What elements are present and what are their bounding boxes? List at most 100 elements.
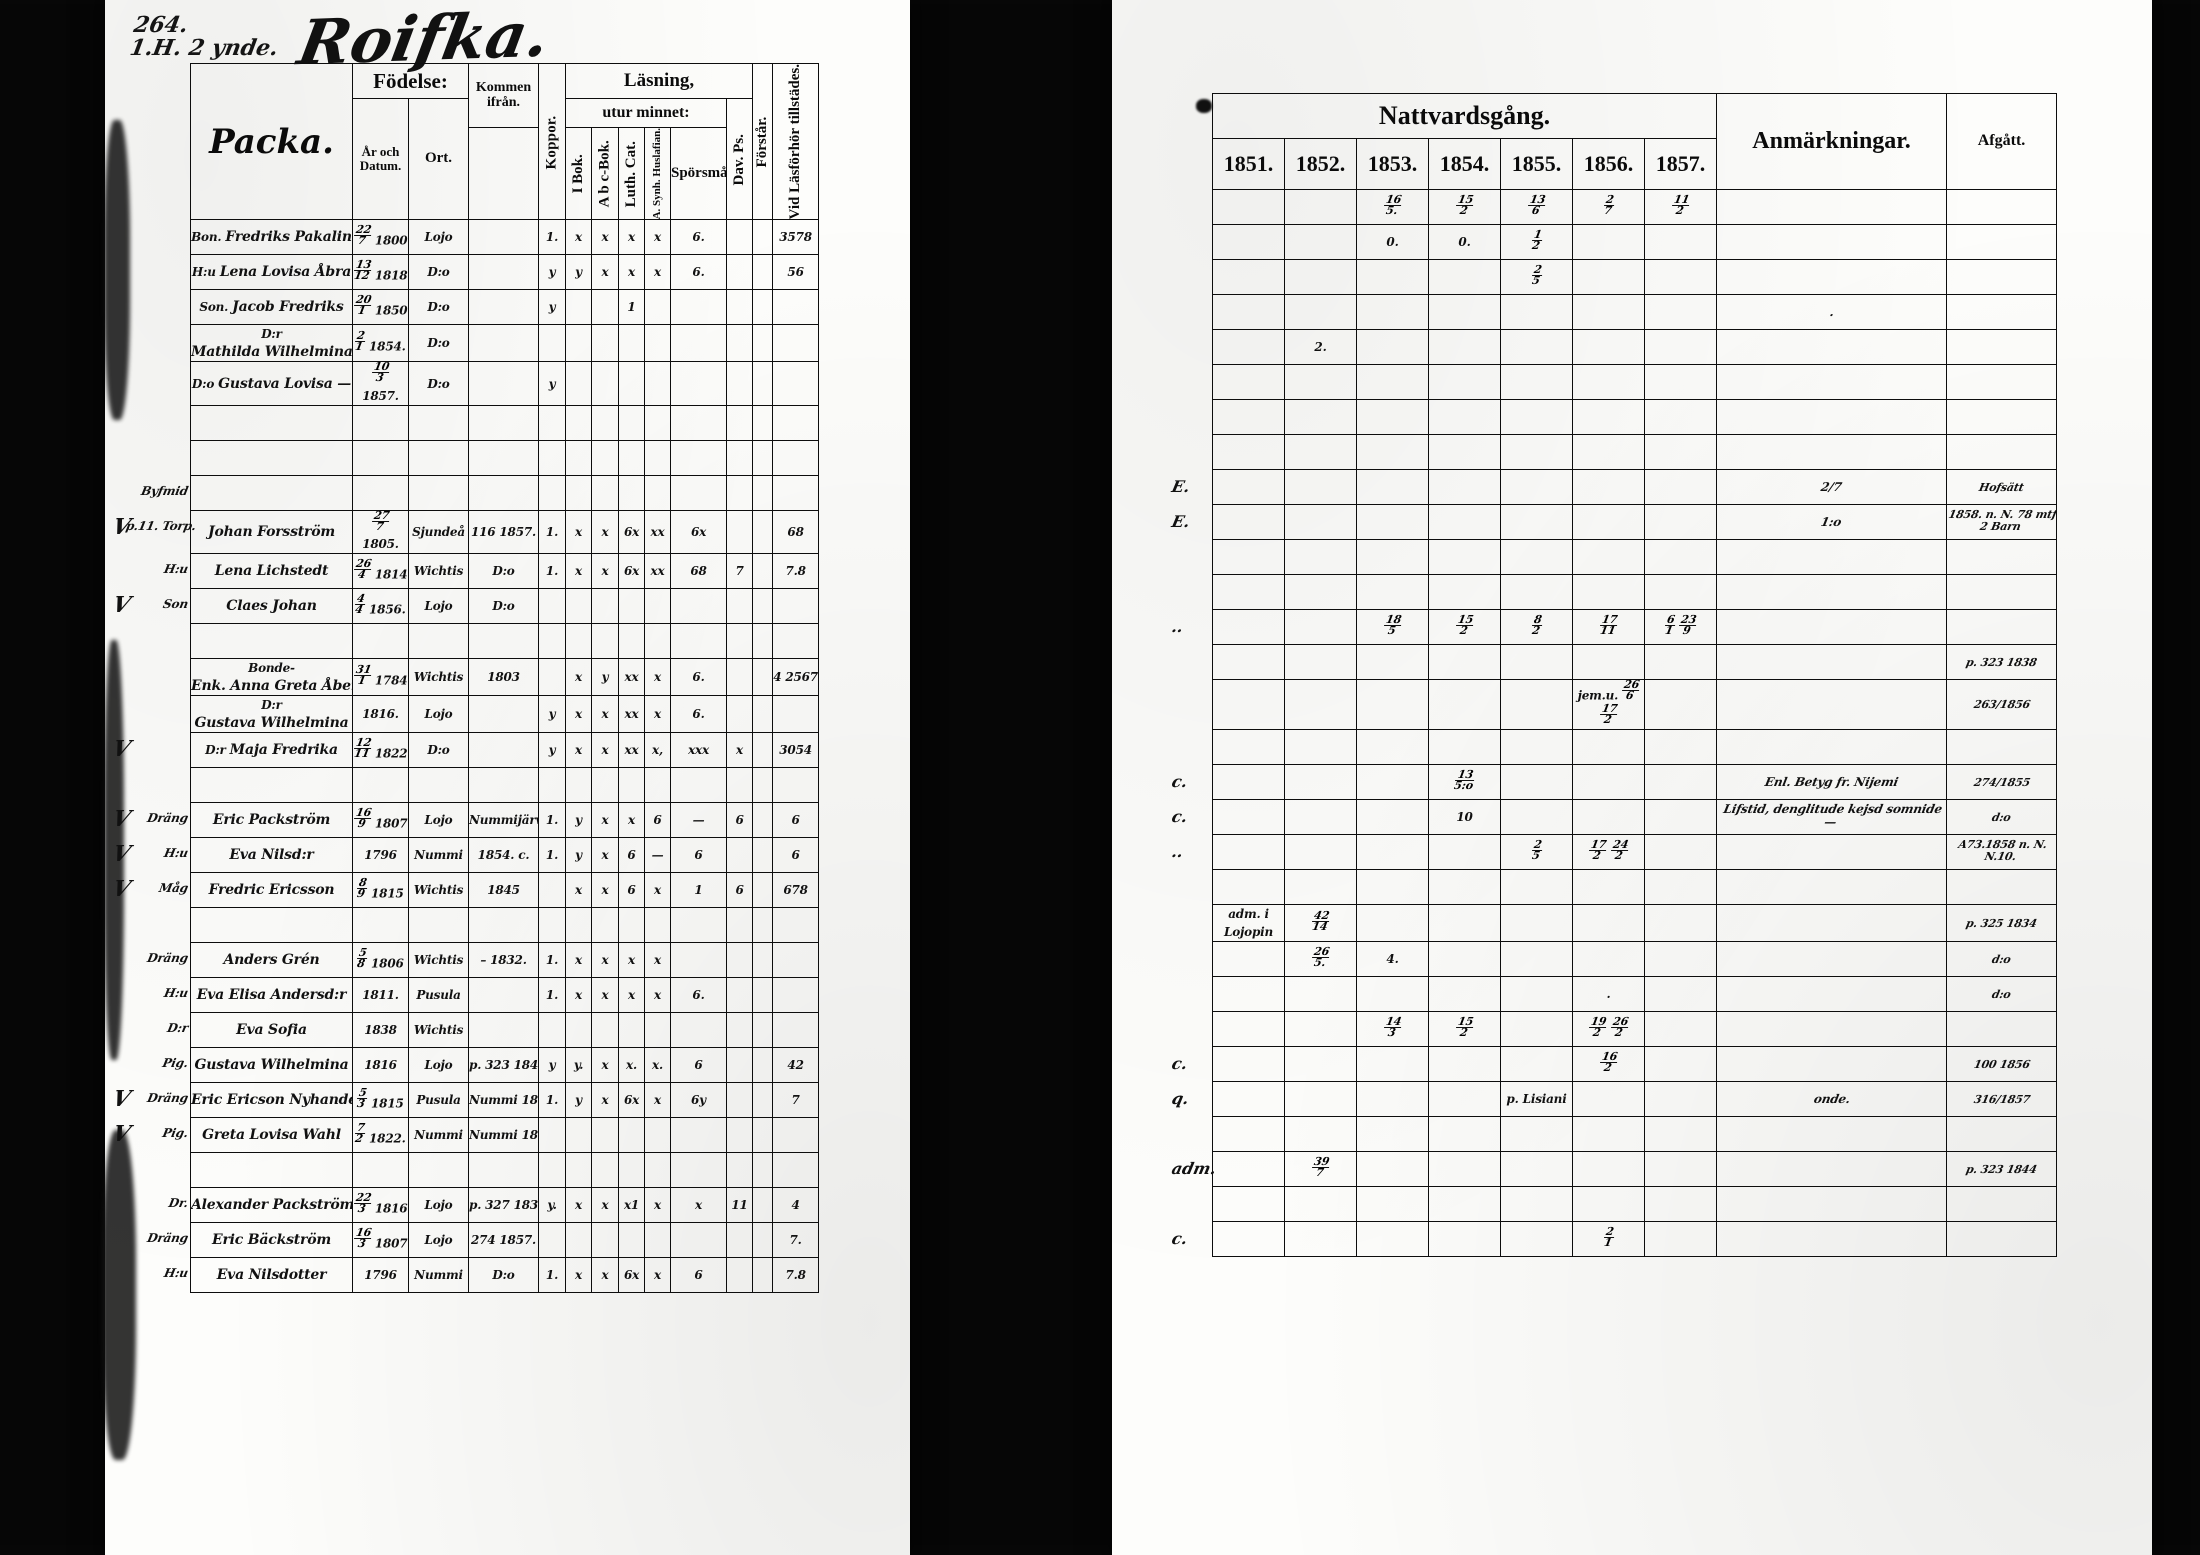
cell-departed[interactable]: 100 1856 <box>1946 1045 2058 1082</box>
cell-birth-place[interactable]: D:o <box>408 732 469 769</box>
cell-abc-bok[interactable] <box>591 361 619 406</box>
cell-communion-1856[interactable] <box>1572 798 1645 835</box>
cell-synh-huslafian[interactable] <box>644 404 671 441</box>
table-row[interactable] <box>1212 399 2058 435</box>
cell-communion-1852[interactable]: 2. <box>1284 329 1357 365</box>
cell-communion-1857[interactable] <box>1643 763 1718 800</box>
cell-notes[interactable] <box>1716 189 1948 225</box>
cell-communion-1855[interactable] <box>1500 469 1573 505</box>
cell-communion-1856[interactable] <box>1572 1080 1645 1117</box>
cell-communion-1852[interactable] <box>1284 364 1357 400</box>
cell-communion-1852[interactable] <box>1284 1080 1357 1117</box>
cell-communion-1851[interactable] <box>1212 833 1285 870</box>
cell-name[interactable]: D:o Gustava Lovisa — <box>190 361 353 406</box>
cell-attendance[interactable] <box>772 404 820 441</box>
cell-birth-place[interactable]: D:o <box>408 361 469 406</box>
cell-name[interactable]: Eva Nilsd:r <box>190 837 353 874</box>
cell-birth-place[interactable]: Sjundeå <box>408 509 469 555</box>
cell-i-bok[interactable]: x <box>565 872 592 909</box>
cell-birth-year[interactable]: 1816. <box>352 695 409 734</box>
cell-communion-1857[interactable] <box>1643 1185 1718 1222</box>
cell-dav-ps[interactable] <box>725 1082 754 1119</box>
cell-birth-place[interactable]: Wichtis <box>408 942 469 979</box>
cell-communion-1853[interactable] <box>1356 644 1429 680</box>
cell-moved-from[interactable]: Nummi 1856. c. 1. <box>468 1117 539 1154</box>
cell-dav-ps[interactable] <box>725 1222 754 1259</box>
cell-koppor[interactable] <box>538 439 566 476</box>
cell-sporsmal[interactable]: 6 <box>670 1047 727 1084</box>
cell-communion-1853[interactable]: 16 5. <box>1356 189 1429 225</box>
cell-moved-from[interactable]: p. 323 1844 <box>468 1047 539 1084</box>
cell-birth-place[interactable]: Lojo <box>408 802 469 839</box>
table-row[interactable] <box>1212 539 2058 575</box>
cell-birth-year[interactable]: 1838 <box>352 1012 409 1049</box>
cell-notes[interactable] <box>1716 728 1948 765</box>
cell-birth-year[interactable] <box>352 1152 409 1189</box>
cell-forstar[interactable] <box>752 872 774 909</box>
cell-communion-1854[interactable] <box>1428 940 1501 977</box>
table-row[interactable] <box>1212 1185 2058 1222</box>
cell-communion-1853[interactable] <box>1356 1220 1429 1257</box>
cell-communion-1856[interactable] <box>1572 728 1645 765</box>
cell-communion-1852[interactable] <box>1284 609 1357 645</box>
cell-communion-1853[interactable] <box>1356 868 1429 905</box>
cell-departed[interactable]: 263/1856 <box>1946 679 2058 730</box>
cell-birth-year[interactable] <box>352 623 409 660</box>
cell-name[interactable]: D:r Gustava Wilhelmina <box>190 695 353 734</box>
table-row[interactable]: Eva Sofia 1838 Wichtis <box>190 1012 820 1049</box>
cell-communion-1852[interactable] <box>1284 833 1357 870</box>
cell-communion-1852[interactable] <box>1284 644 1357 680</box>
cell-i-bok[interactable]: x <box>565 977 592 1014</box>
cell-forstar[interactable] <box>752 658 774 697</box>
cell-moved-from[interactable] <box>468 289 539 326</box>
cell-moved-from[interactable] <box>468 695 539 734</box>
cell-synh-huslafian[interactable] <box>644 361 671 406</box>
cell-attendance[interactable]: 678 <box>772 872 820 909</box>
cell-forstar[interactable] <box>752 1257 774 1294</box>
cell-communion-1857[interactable] <box>1643 903 1718 942</box>
cell-synh-huslafian[interactable]: x <box>644 977 671 1014</box>
cell-communion-1851[interactable] <box>1212 364 1285 400</box>
cell-forstar[interactable] <box>752 907 774 944</box>
cell-name[interactable] <box>190 1152 353 1189</box>
cell-birth-year[interactable]: 1816 <box>352 1047 409 1084</box>
cell-name[interactable]: Eva Nilsdotter <box>190 1257 353 1294</box>
cell-communion-1853[interactable] <box>1356 1150 1429 1187</box>
table-row[interactable]: Alexander Packström 22 3 1816 Lojo p. 327 18… <box>190 1187 820 1224</box>
cell-communion-1851[interactable] <box>1212 1115 1285 1152</box>
cell-i-bok[interactable] <box>565 1117 592 1154</box>
cell-i-bok[interactable] <box>565 623 592 660</box>
cell-forstar[interactable] <box>752 942 774 979</box>
cell-birth-place[interactable]: Pusula <box>408 977 469 1014</box>
cell-birth-year[interactable] <box>352 404 409 441</box>
cell-sporsmal[interactable] <box>670 942 727 979</box>
cell-departed[interactable] <box>1946 1010 2058 1047</box>
cell-sporsmal[interactable]: 6. <box>670 658 727 697</box>
cell-birth-place[interactable]: Lojo <box>408 588 469 625</box>
cell-notes[interactable] <box>1716 1220 1948 1257</box>
cell-synh-huslafian[interactable]: x <box>644 695 671 734</box>
cell-i-bok[interactable] <box>565 361 592 406</box>
cell-synh-huslafian[interactable]: x <box>644 942 671 979</box>
cell-communion-1851[interactable] <box>1212 189 1285 225</box>
table-row[interactable]: 14 3 15 2 19 2 26 2 <box>1212 1010 2058 1047</box>
cell-communion-1857[interactable] <box>1643 329 1718 365</box>
cell-departed[interactable] <box>1946 294 2058 330</box>
cell-abc-bok[interactable]: x <box>591 254 619 291</box>
table-row[interactable]: 26 5. 4. d:o <box>1212 940 2058 977</box>
cell-abc-bok[interactable] <box>591 907 619 944</box>
cell-birth-place[interactable]: Nummi <box>408 1257 469 1294</box>
cell-moved-from[interactable]: D:o <box>468 1257 539 1294</box>
cell-dav-ps[interactable] <box>725 977 754 1014</box>
cell-communion-1854[interactable] <box>1428 975 1501 1012</box>
cell-sporsmal[interactable]: 6 <box>670 1257 727 1294</box>
cell-notes[interactable] <box>1716 364 1948 400</box>
table-row[interactable]: Lena Lichstedt 26 4 1814 Wichtis D:o 1. x x 6x xx… <box>190 553 820 590</box>
cell-notes[interactable]: Enl. Betyg fr. Nijemi <box>1716 763 1948 800</box>
cell-communion-1853[interactable] <box>1356 679 1429 730</box>
cell-communion-1851[interactable] <box>1212 763 1285 800</box>
cell-attendance[interactable]: 3578 <box>772 219 820 256</box>
table-row[interactable]: 10 Lifstid, denglitude kejsd somnide — d:o <box>1212 798 2058 835</box>
